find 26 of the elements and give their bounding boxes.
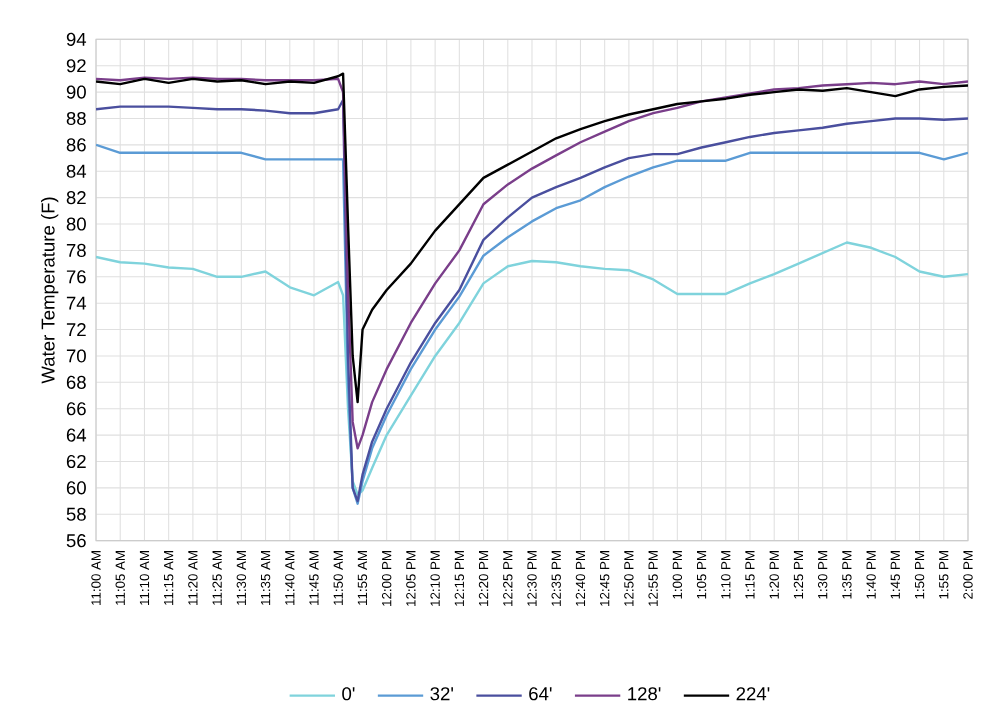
- y-tick-label: 82: [66, 190, 86, 204]
- y-tick-label: 66: [66, 401, 86, 415]
- legend-label: 0': [342, 686, 355, 700]
- y-tick-label: 84: [66, 164, 87, 178]
- y-tick-label: 62: [66, 454, 86, 468]
- y-tick-label: 60: [66, 480, 86, 495]
- y-axis-title: Water Temperature (F): [41, 197, 59, 384]
- legend-label: 224': [736, 686, 770, 700]
- y-tick-label: 72: [66, 322, 86, 336]
- legend-label: 128': [628, 686, 661, 700]
- y-tick-label: 86: [66, 137, 86, 152]
- y-tick-label: 90: [66, 85, 86, 99]
- y-tick-label: 74: [66, 296, 87, 310]
- legend-label: 64': [529, 686, 552, 700]
- legend-label: 32': [430, 686, 453, 700]
- y-tick-label: 94: [66, 32, 87, 46]
- y-tick-label: 80: [66, 217, 86, 231]
- y-tick-label: 78: [66, 243, 86, 257]
- y-tick-label: 56: [66, 533, 86, 547]
- y-tick-label: 88: [66, 111, 86, 125]
- y-tick-label: 70: [66, 349, 86, 363]
- y-tick-label: 76: [66, 269, 86, 283]
- y-tick-label: 68: [66, 375, 86, 389]
- y-tick-label: 58: [66, 507, 86, 521]
- y-tick-label: 64: [66, 428, 87, 442]
- y-tick-label: 92: [66, 58, 86, 72]
